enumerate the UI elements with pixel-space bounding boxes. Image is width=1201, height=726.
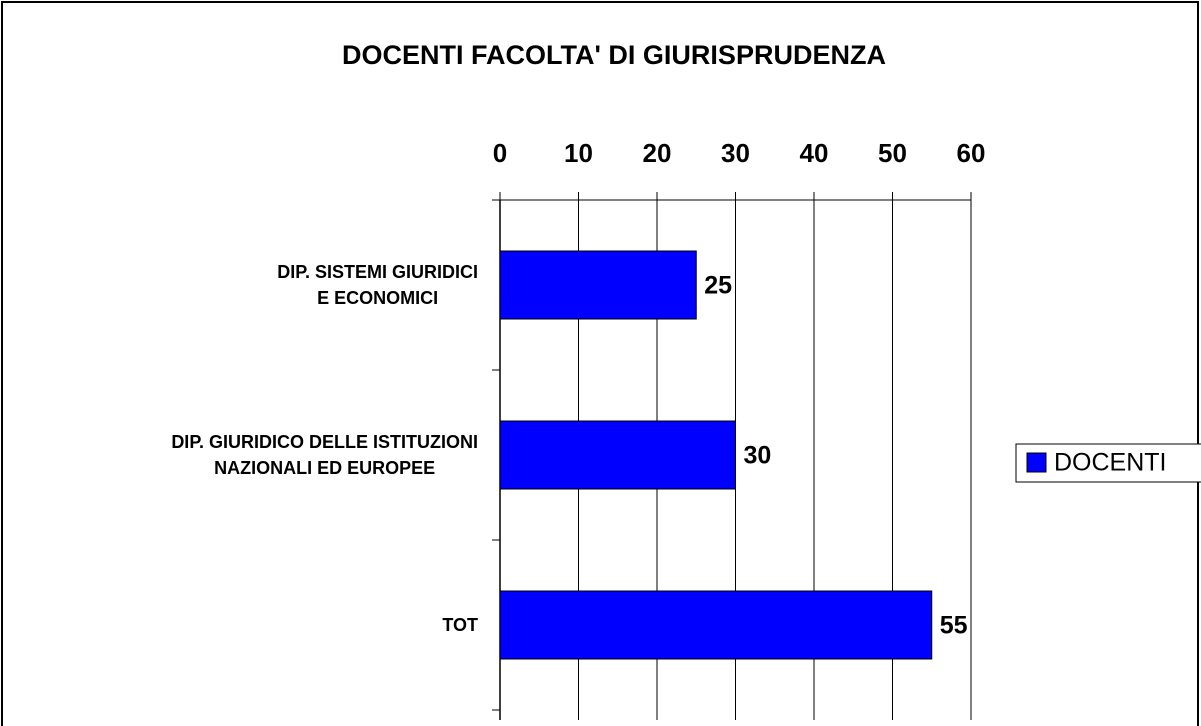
y-tick-label: DIP. GIURIDICO DELLE ISTITUZIONI NAZIONA… bbox=[171, 432, 478, 478]
bar bbox=[499, 250, 697, 320]
x-tick-label: 0 bbox=[493, 138, 507, 168]
x-tick-label: 20 bbox=[643, 138, 672, 168]
x-tick-label: 50 bbox=[878, 138, 907, 168]
x-tick-label: 30 bbox=[721, 138, 750, 168]
x-tick-label: 40 bbox=[800, 138, 829, 168]
chart-title: DOCENTI FACOLTA' DI GIURISPRUDENZA bbox=[342, 40, 886, 70]
bar bbox=[499, 420, 736, 490]
x-tick-label: 60 bbox=[957, 138, 986, 168]
legend-swatch bbox=[1026, 452, 1047, 473]
y-tick-label: TOT bbox=[442, 615, 478, 635]
bar bbox=[499, 590, 933, 660]
legend-label: DOCENTI bbox=[1054, 449, 1167, 477]
x-tick-label: 10 bbox=[564, 138, 593, 168]
data-label: 55 bbox=[940, 612, 968, 640]
data-label: 30 bbox=[744, 442, 772, 470]
legend-box bbox=[1015, 443, 1201, 483]
data-label: 25 bbox=[704, 272, 732, 300]
y-tick-label: DIP. SISTEMI GIURIDICI E ECONOMICI bbox=[277, 262, 478, 308]
